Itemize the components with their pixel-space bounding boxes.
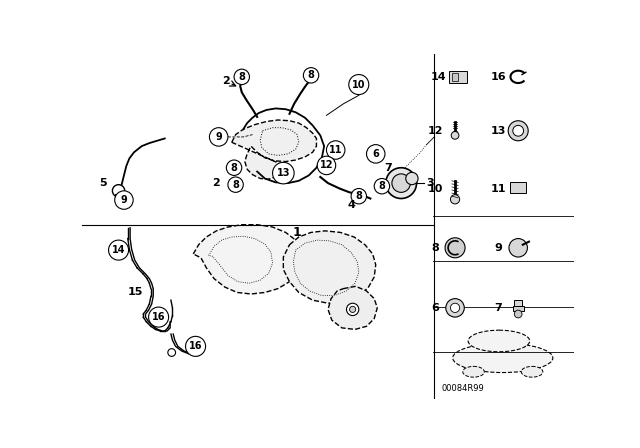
Text: 11: 11 xyxy=(490,184,506,194)
Circle shape xyxy=(446,299,464,317)
FancyBboxPatch shape xyxy=(513,306,524,311)
Circle shape xyxy=(386,168,417,198)
Circle shape xyxy=(349,74,369,95)
FancyBboxPatch shape xyxy=(115,194,122,198)
FancyBboxPatch shape xyxy=(511,182,526,193)
Text: 8: 8 xyxy=(238,72,245,82)
Circle shape xyxy=(209,128,228,146)
Text: 10: 10 xyxy=(352,80,365,90)
Circle shape xyxy=(113,185,125,197)
Text: 10: 10 xyxy=(428,184,443,194)
Text: 12: 12 xyxy=(428,126,443,136)
Text: 9: 9 xyxy=(494,243,502,253)
Circle shape xyxy=(515,310,522,318)
Text: 9: 9 xyxy=(215,132,222,142)
Text: 8: 8 xyxy=(355,191,362,201)
Ellipse shape xyxy=(452,343,553,373)
Circle shape xyxy=(115,191,133,209)
Polygon shape xyxy=(284,231,376,303)
Text: 15: 15 xyxy=(128,288,143,297)
Text: 8: 8 xyxy=(230,163,237,173)
Text: 12: 12 xyxy=(320,160,333,170)
Circle shape xyxy=(451,303,460,313)
Circle shape xyxy=(303,68,319,83)
Ellipse shape xyxy=(521,366,543,377)
Circle shape xyxy=(326,141,345,159)
Text: 2: 2 xyxy=(223,77,230,86)
Circle shape xyxy=(513,125,524,136)
Text: 11: 11 xyxy=(329,145,342,155)
Text: 6: 6 xyxy=(372,149,379,159)
Text: 7: 7 xyxy=(384,163,392,173)
Polygon shape xyxy=(193,225,301,294)
Circle shape xyxy=(351,189,367,204)
Text: 6: 6 xyxy=(431,303,439,313)
Polygon shape xyxy=(232,120,316,179)
Text: 16: 16 xyxy=(490,72,506,82)
Circle shape xyxy=(168,349,175,356)
Circle shape xyxy=(186,336,205,356)
Circle shape xyxy=(346,303,359,315)
Text: 13: 13 xyxy=(490,126,506,136)
Circle shape xyxy=(451,195,460,204)
Circle shape xyxy=(406,172,418,185)
Text: 14: 14 xyxy=(112,245,125,255)
Circle shape xyxy=(273,162,294,184)
FancyBboxPatch shape xyxy=(515,300,522,306)
Text: 7: 7 xyxy=(494,303,502,313)
Circle shape xyxy=(392,174,410,192)
Circle shape xyxy=(451,132,459,139)
Text: 8: 8 xyxy=(431,243,439,253)
Text: 00084R99: 00084R99 xyxy=(441,383,484,392)
Circle shape xyxy=(367,145,385,163)
Text: 8: 8 xyxy=(232,180,239,190)
Circle shape xyxy=(227,160,242,176)
Circle shape xyxy=(445,238,465,258)
Text: 8: 8 xyxy=(308,70,314,80)
Circle shape xyxy=(148,307,168,327)
Text: 13: 13 xyxy=(276,168,290,178)
FancyBboxPatch shape xyxy=(449,71,467,83)
Circle shape xyxy=(374,178,390,194)
Text: 2: 2 xyxy=(212,178,220,188)
Circle shape xyxy=(109,240,129,260)
Text: 3: 3 xyxy=(426,178,433,188)
Text: 5: 5 xyxy=(99,178,107,188)
Ellipse shape xyxy=(468,330,530,352)
Circle shape xyxy=(234,69,250,85)
Text: 1: 1 xyxy=(293,226,301,239)
Polygon shape xyxy=(328,286,378,329)
Ellipse shape xyxy=(463,366,484,377)
Circle shape xyxy=(228,177,243,192)
Circle shape xyxy=(349,306,356,313)
Text: 16: 16 xyxy=(189,341,202,351)
Circle shape xyxy=(317,156,336,175)
Text: 9: 9 xyxy=(120,195,127,205)
Circle shape xyxy=(508,121,528,141)
Text: 8: 8 xyxy=(378,181,385,191)
Text: 16: 16 xyxy=(152,312,165,322)
FancyBboxPatch shape xyxy=(452,73,458,81)
Circle shape xyxy=(509,238,527,257)
Text: 14: 14 xyxy=(430,72,446,82)
Text: 4: 4 xyxy=(347,200,355,211)
